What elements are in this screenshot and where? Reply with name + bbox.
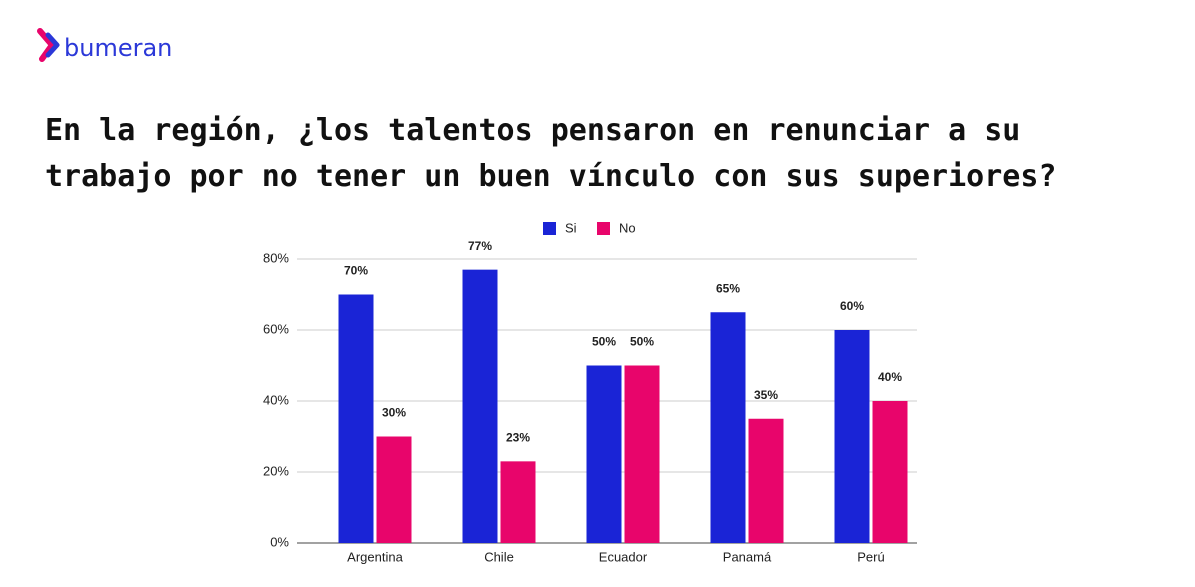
bar (462, 269, 498, 543)
chart-title: trabajo por no tener un buen vínculo con… (45, 159, 1056, 194)
y-tick-label: 20% (263, 463, 289, 478)
x-tick-label: Chile (484, 549, 514, 564)
bar (748, 418, 784, 543)
value-label: 70% (344, 264, 368, 278)
legend-swatch (597, 222, 610, 235)
value-label: 40% (878, 370, 902, 384)
value-label: 60% (840, 299, 864, 313)
value-label: 65% (716, 281, 740, 295)
legend-label: Si (565, 220, 577, 235)
logo-icon (37, 28, 55, 62)
x-tick-label: Argentina (347, 549, 403, 564)
legend-label: No (619, 220, 636, 235)
y-tick-label: 60% (263, 321, 289, 336)
x-tick-label: Perú (857, 549, 884, 564)
y-tick-label: 40% (263, 392, 289, 407)
value-label: 77% (468, 239, 492, 253)
value-label: 50% (630, 335, 654, 349)
bar (376, 436, 412, 543)
bar (624, 365, 660, 543)
bar (500, 461, 536, 543)
x-tick-label: Panamá (723, 549, 772, 564)
bar (710, 312, 746, 543)
chart-title: En la región, ¿los talentos pensaron en … (45, 113, 1020, 148)
y-tick-label: 80% (263, 250, 289, 265)
value-label: 50% (592, 335, 616, 349)
y-tick-label: 0% (270, 534, 289, 549)
value-label: 23% (506, 431, 530, 445)
brand: bumeran (64, 34, 172, 62)
value-label: 30% (382, 406, 406, 420)
logo-icon (45, 32, 60, 58)
bar (586, 365, 622, 543)
bar (834, 330, 870, 543)
bar (872, 401, 908, 543)
bar (338, 294, 374, 543)
value-label: 35% (754, 388, 778, 402)
x-tick-label: Ecuador (599, 549, 648, 564)
legend-swatch (543, 222, 556, 235)
